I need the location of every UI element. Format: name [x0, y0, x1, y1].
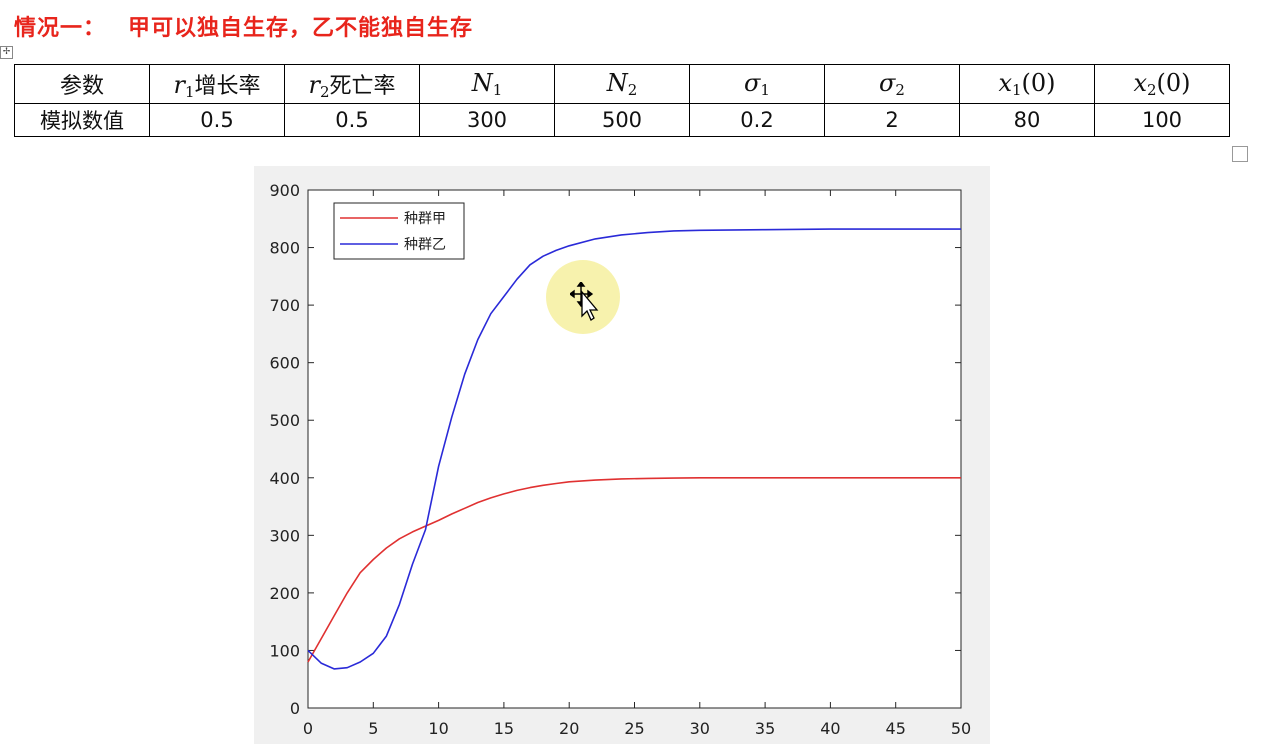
- y-tick-label: 500: [269, 411, 300, 430]
- y-tick-label: 0: [290, 699, 300, 718]
- header-cell-n1: N1: [419, 64, 555, 104]
- value-cell-x2-0: 100: [1094, 103, 1230, 137]
- parameter-header-row: 参数 r1增长率 r2死亡率 N1 N2 σ1 σ2 x1(0) x2(0): [14, 64, 1230, 104]
- heading-case-label: 情况一：: [14, 16, 107, 41]
- table-move-handle-icon[interactable]: ✢: [0, 46, 13, 59]
- header-cell-r2: r2死亡率: [284, 64, 420, 104]
- chart-figure: 0 100 200 300 400 500 600 700 800 900 0 5 10 15 20 25 3…: [254, 166, 990, 744]
- x-tick-label: 50: [951, 719, 971, 738]
- series-line-2: [307, 228, 961, 670]
- x-tick-label: 20: [559, 719, 579, 738]
- table-resize-handle[interactable]: [1232, 146, 1248, 162]
- r1-description: 增长率: [194, 73, 261, 99]
- heading-case-description: 甲可以独自生存，乙不能独自生存: [128, 16, 474, 41]
- header-cell-sigma2: σ2: [824, 64, 960, 104]
- header-cell-param: 参数: [14, 64, 150, 104]
- move-cursor-icon: [570, 282, 599, 321]
- header-cell-n2: N2: [554, 64, 690, 104]
- section-heading: 情况一： 甲可以独自生存，乙不能独自生存: [14, 10, 473, 42]
- x-tick-label: 15: [494, 719, 514, 738]
- series-line-1: [307, 476, 961, 663]
- x-tick-label: 5: [368, 719, 378, 738]
- x-tick-label: 40: [820, 719, 840, 738]
- legend-box: [333, 202, 465, 260]
- y-tick-label: 700: [269, 296, 300, 315]
- value-cell-n1: 300: [419, 103, 555, 137]
- plot-area: [307, 189, 962, 709]
- y-tick-label: 100: [269, 641, 300, 660]
- x-tick-label: 35: [755, 719, 775, 738]
- x-tick-label: 10: [428, 719, 448, 738]
- parameter-value-row: 模拟数值 0.5 0.5 300 500 0.2 2 80 100: [14, 103, 1230, 137]
- header-cell-x2-0: x2(0): [1094, 64, 1230, 104]
- x-tick-label: 45: [886, 719, 906, 738]
- y-tick-label: 800: [269, 239, 300, 258]
- value-row-label: 模拟数值: [14, 103, 150, 137]
- header-cell-sigma1: σ1: [689, 64, 825, 104]
- x-axis: 0 5 10 15 20 25 30 35 40 45 50: [303, 190, 971, 738]
- y-tick-label: 200: [269, 584, 300, 603]
- legend-label-2: 种群乙: [404, 237, 446, 253]
- value-cell-r1: 0.5: [149, 103, 285, 137]
- r2-description: 死亡率: [329, 73, 396, 99]
- header-cell-x1-0: x1(0): [959, 64, 1095, 104]
- y-tick-label: 300: [269, 526, 300, 545]
- value-cell-sigma1: 0.2: [689, 103, 825, 137]
- value-cell-r2: 0.5: [284, 103, 420, 137]
- y-tick-label: 600: [269, 354, 300, 373]
- y-tick-label: 400: [269, 469, 300, 488]
- population-chart: 0 100 200 300 400 500 600 700 800 900 0 5 10 15 20 25 3…: [269, 181, 971, 738]
- series-layer: [307, 228, 961, 670]
- legend-label-1: 种群甲: [404, 211, 446, 227]
- x-tick-label: 25: [624, 719, 644, 738]
- value-cell-n2: 500: [554, 103, 690, 137]
- value-cell-sigma2: 2: [824, 103, 960, 137]
- parameter-table: 参数 r1增长率 r2死亡率 N1 N2 σ1 σ2 x1(0) x2(0) 模…: [14, 64, 1230, 137]
- y-axis: 0 100 200 300 400 500 600 700 800 900: [269, 181, 961, 718]
- x-tick-label: 30: [690, 719, 710, 738]
- header-cell-r1: r1增长率: [149, 64, 285, 104]
- x-tick-label: 0: [303, 719, 313, 738]
- y-tick-label: 900: [269, 181, 300, 200]
- value-cell-x1-0: 80: [959, 103, 1095, 137]
